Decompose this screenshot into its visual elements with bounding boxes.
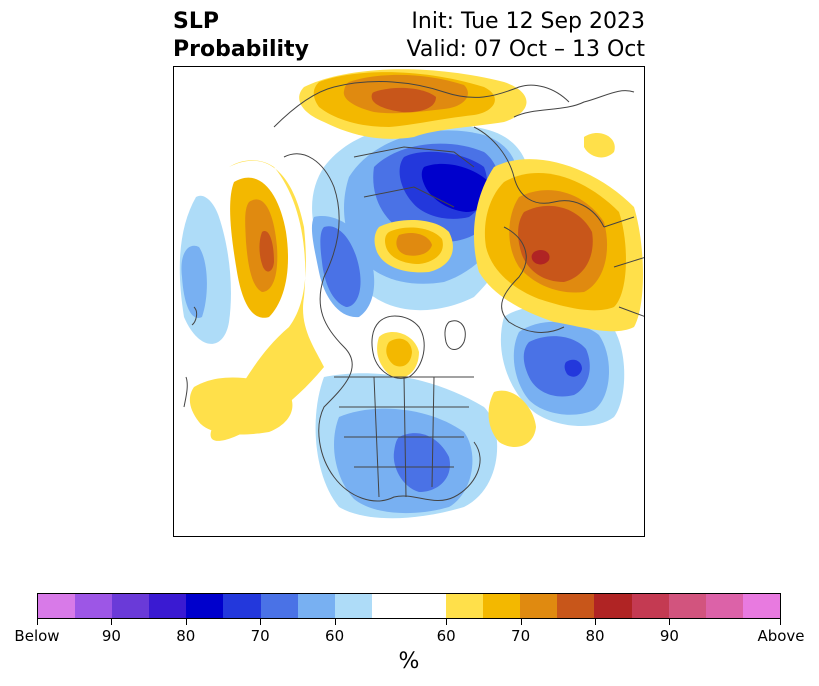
colorbar-segment: [520, 594, 558, 618]
colorbar-tick-label: 90: [659, 627, 679, 645]
colorbar-segment: [186, 594, 224, 618]
colorbar-tick: [334, 619, 336, 625]
colorbar-segment: [75, 594, 113, 618]
init-date: Init: Tue 12 Sep 2023: [411, 9, 645, 34]
colorbar-tick-label: Above: [757, 627, 805, 645]
chart-title-left: SLP Probability: [173, 8, 309, 64]
colorbar-tick: [185, 619, 187, 625]
colorbar-tick-label: 80: [176, 627, 196, 645]
probability-map: [173, 66, 645, 537]
title-type: Probability: [173, 37, 309, 62]
colorbar-segment: [631, 594, 669, 618]
colorbar-tick: [520, 619, 522, 625]
colorbar-segment: [668, 594, 706, 618]
colorbar-segment: [112, 594, 150, 618]
colorbar-tick: [446, 619, 448, 625]
colorbar-tick: [669, 619, 671, 625]
coastlines: [183, 81, 644, 502]
colorbar-segment: [557, 594, 595, 618]
colorbar-segment: [742, 594, 780, 618]
title-variable: SLP: [173, 9, 219, 34]
colorbar-unit: %: [398, 649, 420, 674]
colorbar-tick: [37, 619, 38, 625]
colorbar-tick-label: Below: [14, 627, 60, 645]
map-svg: [179, 69, 644, 519]
colorbar-segment: [483, 594, 521, 618]
colorbar-segment: [149, 594, 187, 618]
colorbar-tick: [595, 619, 596, 625]
colorbar-tick-label: 80: [585, 627, 605, 645]
colorbar-segment: [594, 594, 632, 618]
colorbar-segment: [705, 594, 743, 618]
colorbar-tick-label: 70: [250, 627, 270, 645]
colorbar-segment: [334, 594, 372, 618]
colorbar-tick: [780, 619, 781, 625]
colorbar-tick: [111, 619, 113, 625]
colorbar-tick-label: 60: [436, 627, 456, 645]
colorbar-tick: [260, 619, 262, 625]
chart-title-right: Init: Tue 12 Sep 2023 Valid: 07 Oct – 13…: [407, 8, 645, 64]
colorbar-tick-label: 70: [511, 627, 531, 645]
colorbar-segment: [446, 594, 484, 618]
valid-range: Valid: 07 Oct – 13 Oct: [406, 37, 645, 62]
colorbar-segment: [223, 594, 261, 618]
colorbar-tick-label: 60: [325, 627, 345, 645]
colorbar-segment: [260, 594, 298, 618]
colorbar-tick-label: 90: [101, 627, 121, 645]
colorbar: [37, 593, 781, 619]
red-regions: [531, 249, 550, 265]
colorbar-segment: [297, 594, 335, 618]
colorbar-segment: [38, 594, 76, 618]
colorbar-segment: [371, 594, 447, 618]
